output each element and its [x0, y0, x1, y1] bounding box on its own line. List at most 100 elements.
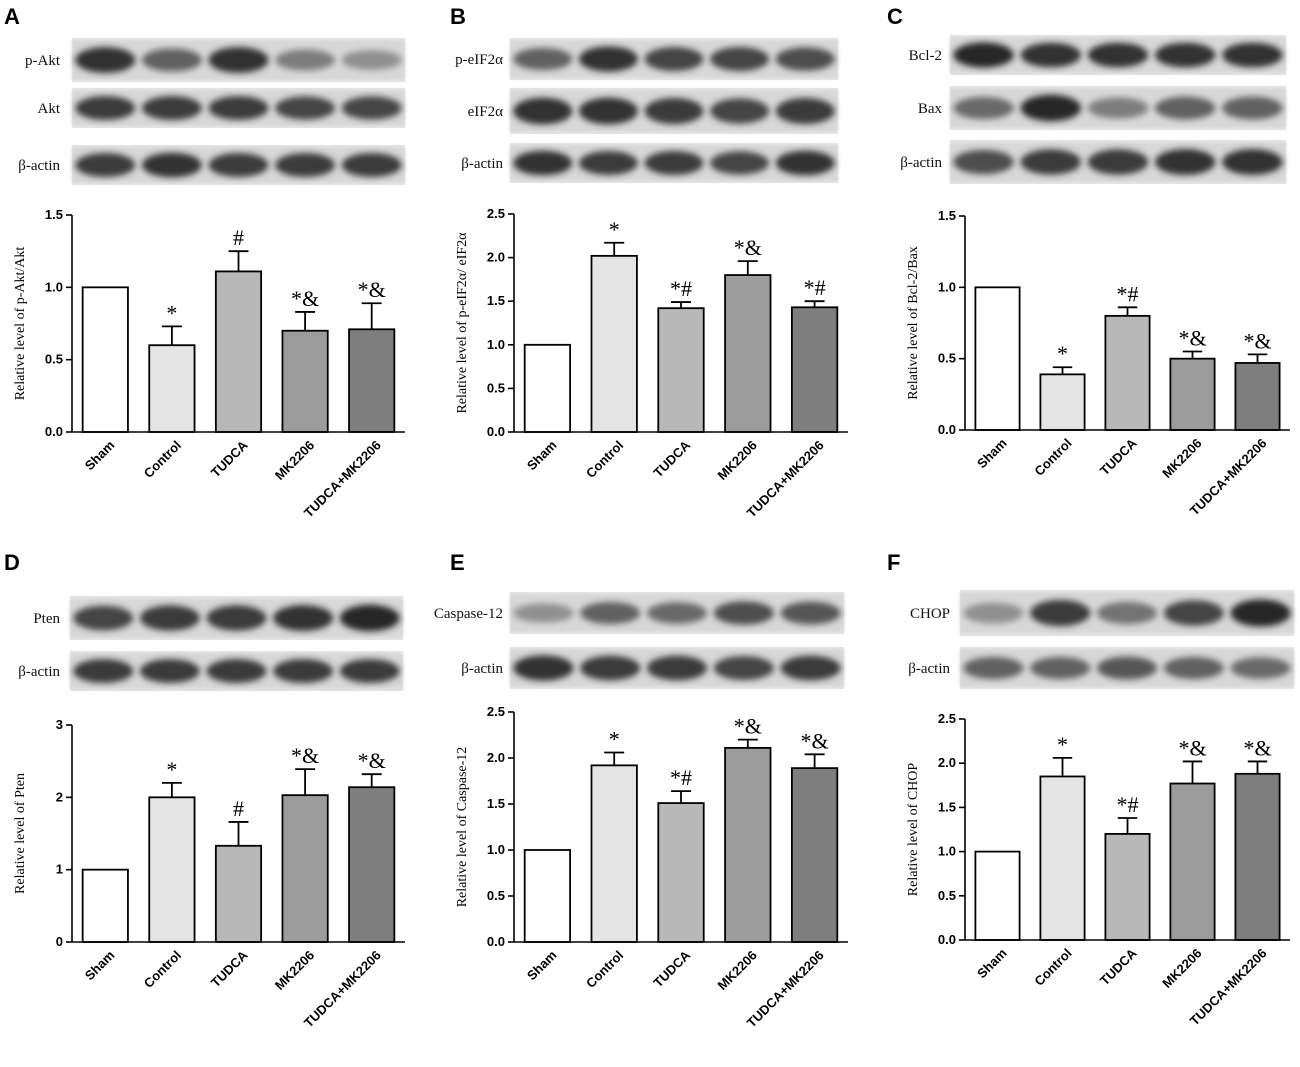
- blot-band: [141, 152, 202, 178]
- panel-letter: C: [887, 4, 903, 29]
- panel-letter: A: [4, 4, 20, 29]
- blot-band: [578, 46, 638, 72]
- blot-band: [1230, 657, 1291, 679]
- blot-band: [275, 96, 336, 120]
- blot-strip: [70, 651, 403, 691]
- blot-band: [1087, 97, 1149, 119]
- y-tick-label: 2.5: [487, 206, 505, 221]
- y-tick-label: 0.5: [938, 888, 956, 903]
- blot-strip: [950, 140, 1286, 184]
- blot-band: [963, 656, 1024, 680]
- bar: [81, 286, 129, 433]
- y-tick-label: 2.5: [938, 711, 956, 726]
- y-axis-label: Relative level of Bcl-2/Bax: [906, 246, 921, 400]
- panel-letter: D: [4, 550, 20, 575]
- blot-band: [1222, 148, 1283, 176]
- blot-band: [341, 96, 402, 120]
- blot-band: [273, 659, 334, 683]
- y-axis-label: Relative level of CHOP: [906, 763, 921, 897]
- blot-strip: [510, 143, 838, 183]
- bar-chart: 0.0 0.5 1.0 1.5 2.0 2.5 Relative level of p-eI…: [455, 206, 848, 520]
- y-tick-label: 1.5: [938, 208, 956, 223]
- blot-label: β-actin: [900, 155, 942, 171]
- y-axis-label: Relative level of p-eIF2α/ eIF2α: [455, 232, 470, 414]
- y-tick-label: 0.0: [938, 932, 956, 947]
- y-tick-label: 0.5: [487, 380, 505, 395]
- significance-marker: #: [233, 796, 244, 821]
- blot-band: [775, 150, 835, 176]
- blot-label: β-actin: [461, 661, 503, 677]
- significance-marker: *: [1057, 341, 1068, 366]
- x-category-label: Sham: [974, 946, 1010, 982]
- significance-marker: *&: [1178, 326, 1206, 351]
- bar: [657, 802, 705, 943]
- significance-marker: *: [166, 300, 177, 325]
- blot-label: Pten: [33, 611, 60, 627]
- bar: [523, 849, 572, 943]
- blot-band: [139, 605, 200, 631]
- blot-band: [710, 46, 770, 72]
- blot-label: CHOP: [910, 606, 950, 622]
- bar: [657, 307, 705, 433]
- x-category-label: MK2206: [272, 438, 317, 483]
- blot-band: [275, 153, 336, 177]
- panel-e: E Caspase-12 β-actin 0.0 0.5 1.0 1.5 2.0 2.5 Rela…: [434, 550, 848, 1030]
- bar: [724, 274, 772, 433]
- blot-strip: [510, 88, 838, 134]
- x-category-label: Control: [583, 438, 626, 481]
- x-category-label: TUDCA: [208, 947, 251, 990]
- blot-band: [578, 151, 638, 175]
- significance-marker: *: [166, 757, 177, 782]
- y-tick-label: 1.0: [487, 337, 505, 352]
- x-category-label: TUDCA: [1097, 435, 1140, 478]
- blot-band: [341, 49, 402, 71]
- blot-band: [1030, 599, 1091, 627]
- bar-chart: 0.0 0.5 1.0 1.5 2.0 2.5 Relative level of Casp…: [455, 704, 848, 1030]
- blot-band: [1020, 149, 1082, 175]
- panel-d: D Pten β-actin 0 1 2 3 Relative level of Pten Sh…: [4, 550, 405, 1030]
- blot-band: [75, 153, 136, 177]
- blot-band: [1020, 94, 1082, 122]
- x-category-label: Sham: [82, 948, 118, 984]
- bar: [1104, 833, 1151, 941]
- blot-band: [1096, 601, 1158, 625]
- blot-label: β-actin: [908, 661, 950, 677]
- blot-label: β-actin: [461, 156, 503, 172]
- blot-band: [1222, 42, 1283, 68]
- y-axis-label: Relative level of Pten: [13, 773, 28, 894]
- blot-band: [710, 98, 770, 124]
- significance-marker: *#: [670, 765, 692, 790]
- blot-band: [1222, 96, 1283, 120]
- blot-strip: [510, 38, 838, 80]
- x-category-label: Control: [1031, 946, 1074, 989]
- blot-band: [713, 655, 774, 681]
- blot-band: [208, 153, 269, 177]
- x-category-label: Sham: [974, 436, 1010, 472]
- bar: [590, 254, 638, 433]
- blot-band: [780, 601, 841, 625]
- x-category-label: Sham: [524, 948, 560, 984]
- bar: [214, 844, 263, 943]
- y-tick-label: 0.0: [487, 934, 505, 949]
- blot-strip: [960, 590, 1294, 636]
- bar: [348, 786, 396, 943]
- significance-marker: *&: [1243, 328, 1271, 353]
- blot-band: [73, 659, 134, 683]
- x-category-label: Control: [1031, 436, 1074, 479]
- blot-band: [775, 47, 835, 71]
- blot-band: [780, 655, 841, 681]
- significance-marker: *&: [291, 286, 319, 311]
- y-tick-label: 2.0: [487, 250, 505, 265]
- panel-letter: F: [887, 550, 900, 575]
- blot-band: [1096, 656, 1158, 680]
- y-tick-label: 0.0: [487, 424, 505, 439]
- x-category-label: Control: [141, 948, 184, 991]
- x-category-label: TUDCA: [650, 947, 693, 990]
- blot-band: [1087, 42, 1149, 68]
- significance-marker: *#: [1117, 281, 1139, 306]
- blot-band: [580, 601, 641, 625]
- blot-band: [339, 604, 400, 632]
- significance-marker: #: [233, 225, 244, 250]
- bar-chart: 0.0 0.5 1.0 1.5 2.0 2.5 Relative level of CHOP…: [906, 711, 1290, 1028]
- bar: [790, 767, 839, 943]
